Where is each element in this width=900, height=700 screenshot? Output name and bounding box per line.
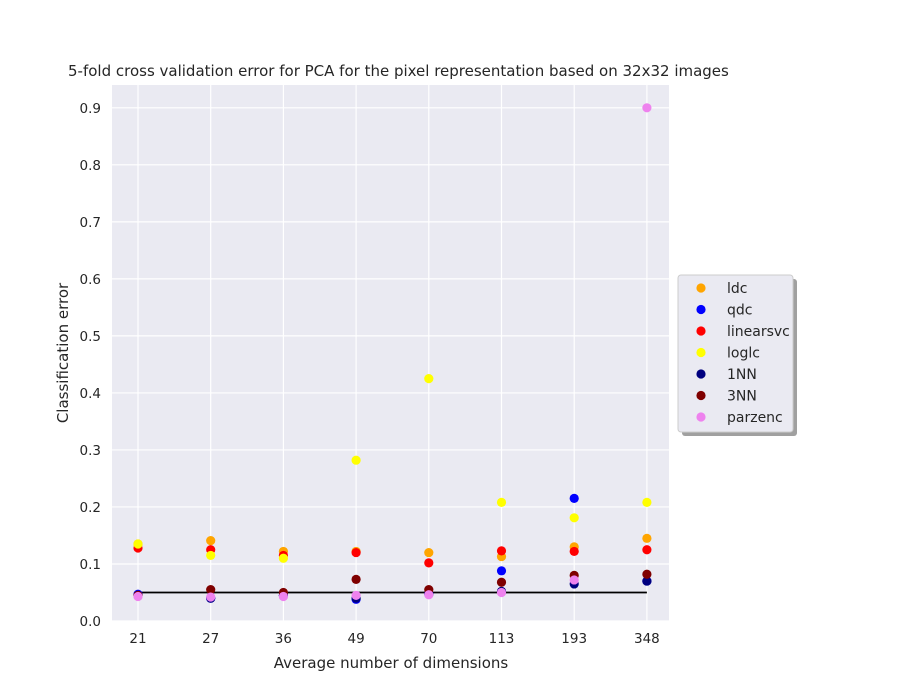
x-tick-label: 193 (561, 631, 587, 647)
legend-marker-loglc (696, 347, 706, 358)
point-loglc (569, 513, 579, 523)
y-tick-label: 0.7 (80, 215, 101, 231)
legend-label-linearsvc: linearsvc (727, 324, 790, 340)
point-parzenc (133, 591, 143, 602)
legend-marker-3NN (696, 390, 706, 401)
point-parzenc (206, 592, 216, 602)
y-tick-label: 0.2 (80, 500, 101, 516)
plot-area (112, 85, 669, 621)
x-tick-label: 36 (275, 631, 292, 647)
legend-box (677, 274, 794, 433)
point-loglc (206, 550, 216, 561)
legend-label-ldc: ldc (727, 281, 747, 297)
legend-label-parzenc: parzenc (727, 410, 783, 426)
point-loglc (424, 374, 434, 384)
point-qdc (569, 493, 579, 504)
point-linearsvc (424, 558, 434, 568)
point-ldc (206, 536, 216, 546)
point-loglc (351, 455, 361, 465)
legend: ldc qdc linearsvc loglc 1NN 3NN parzenc (677, 274, 797, 436)
y-tick-label: 0.4 (80, 386, 101, 402)
point-1NN (642, 576, 652, 586)
legend-label-1NN: 1NN (727, 367, 757, 383)
x-tick-label: 348 (634, 631, 660, 647)
y-tick-label: 0.3 (80, 443, 101, 459)
legend-marker-parzenc (696, 412, 706, 422)
point-loglc (133, 539, 143, 549)
point-3NN (351, 574, 361, 584)
legend-marker-linearsvc (696, 326, 706, 336)
point-parzenc (496, 587, 507, 598)
point-parzenc (278, 591, 288, 602)
x-tick-label: 27 (202, 631, 219, 647)
point-linearsvc (642, 545, 652, 555)
point-qdc (496, 566, 507, 576)
x-tick-label: 113 (489, 631, 515, 647)
y-tick-label: 0.0 (80, 614, 101, 630)
x-tick-label: 49 (348, 631, 365, 647)
y-tick-label: 0.8 (80, 158, 101, 174)
legend-marker-qdc (696, 304, 706, 315)
point-loglc (496, 497, 507, 507)
point-ldc (642, 533, 652, 543)
point-parzenc (424, 590, 434, 600)
point-parzenc (351, 590, 361, 600)
point-parzenc (569, 575, 579, 585)
y-tick-label: 0.9 (80, 101, 101, 117)
legend-label-qdc: qdc (727, 303, 752, 319)
y-tick-label: 0.5 (80, 329, 101, 345)
point-3NN (642, 569, 652, 579)
point-ldc (424, 547, 434, 558)
x-tick-labels: 21 27 36 49 70 113 193 348 (129, 631, 659, 647)
grid (112, 85, 669, 622)
point-linearsvc (569, 546, 579, 557)
y-tick-label: 0.6 (80, 272, 101, 288)
y-axis-label: Classification error (54, 282, 72, 423)
data-points (133, 103, 652, 604)
legend-marker-ldc (696, 283, 706, 293)
x-tick-label: 70 (420, 631, 437, 647)
y-tick-label: 0.1 (80, 557, 101, 573)
legend-label-loglc: loglc (727, 346, 760, 362)
point-parzenc (642, 103, 652, 113)
chart-title: 5-fold cross validation error for PCA fo… (68, 62, 729, 80)
point-linearsvc (496, 546, 507, 556)
point-loglc (278, 553, 288, 563)
point-linearsvc (351, 547, 361, 558)
legend-marker-1NN (696, 369, 706, 379)
point-loglc (642, 497, 652, 507)
legend-label-3NN: 3NN (727, 389, 757, 405)
point-3NN (206, 585, 216, 595)
x-tick-label: 21 (129, 631, 146, 647)
y-tick-labels: 0.0 0.1 0.2 0.3 0.4 0.5 0.6 0.7 0.8 0.9 (80, 101, 101, 630)
point-3NN (496, 577, 507, 587)
x-axis-label: Average number of dimensions (274, 654, 509, 672)
